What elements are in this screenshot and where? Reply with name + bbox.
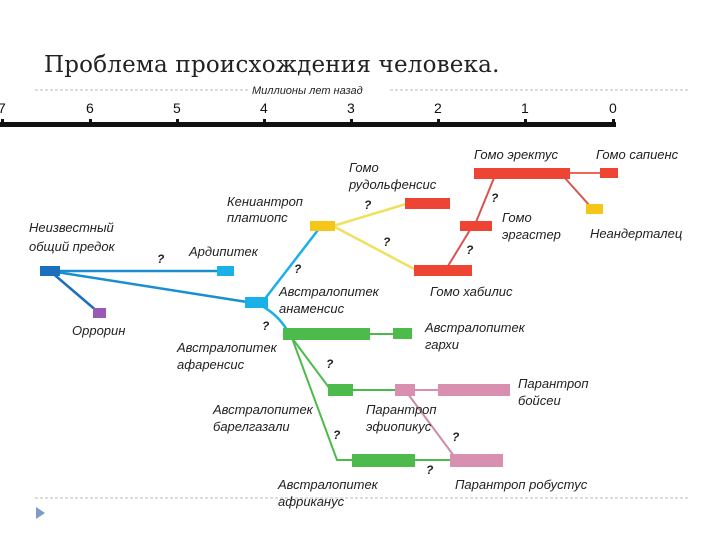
erectus-label: Гомо эректус	[474, 147, 559, 162]
robustus-label: Парантроп робустус	[455, 477, 588, 492]
rudolfensis-bar[interactable]	[405, 198, 450, 209]
ancestor-label: общий предок	[29, 239, 116, 254]
anamensis-bar[interactable]	[245, 297, 268, 308]
aethiopicus-label: эфиопикус	[366, 419, 432, 434]
kenyanthropus-label: Кениантроп	[227, 194, 303, 209]
slide-bullet-icon	[36, 507, 45, 519]
garhi-label: гархи	[425, 337, 459, 352]
afarensis-bar[interactable]	[283, 328, 370, 340]
uncertain-mark: ?	[364, 198, 372, 212]
boisei-bar[interactable]	[438, 384, 510, 396]
afarensis-label: афаренсис	[177, 357, 245, 372]
uncertain-mark: ?	[466, 243, 474, 257]
ergaster-bar[interactable]	[460, 221, 492, 231]
garhi-label: Австралопитек	[424, 320, 526, 335]
africanus-label: африканус	[278, 494, 345, 509]
aethiopicus-bar[interactable]	[395, 384, 415, 396]
africanus-bar[interactable]	[352, 454, 415, 467]
sapiens-bar[interactable]	[600, 168, 618, 178]
neanderthal-label: Неандерталец	[590, 226, 682, 241]
ancestor-label: Неизвестный	[29, 220, 114, 235]
axis-label: Миллионы лет назад	[252, 85, 363, 97]
uncertain-mark: ?	[326, 357, 334, 371]
uncertain-mark: ?	[491, 191, 499, 205]
kenyanthropus-label: платиопс	[227, 210, 288, 225]
slide-title: Проблема происхождения человека.	[44, 52, 500, 78]
uncertain-mark: ?	[452, 430, 460, 444]
boisei-label: Парантроп	[518, 376, 589, 391]
uncertain-mark: ?	[383, 235, 391, 249]
ardipithecus-bar[interactable]	[217, 266, 234, 276]
orrorin-bar[interactable]	[93, 308, 106, 318]
tick-label: 2	[434, 100, 442, 116]
uncertain-mark: ?	[157, 252, 165, 266]
tick-label: 6	[86, 100, 94, 116]
habilis-label: Гомо хабилис	[430, 284, 513, 299]
anamensis-label: анаменсис	[279, 301, 345, 316]
robustus-bar[interactable]	[450, 454, 503, 467]
time-axis: 7 6 5 4 3 2 1 0	[0, 100, 617, 127]
erectus-bar[interactable]	[474, 168, 570, 179]
rudolfensis-label: Гомо	[349, 160, 379, 175]
tick-label: 1	[521, 100, 529, 116]
ancestor-bar[interactable]	[40, 266, 60, 276]
ardipithecus-label: Ардипитек	[188, 244, 259, 259]
rudolfensis-label: рудольфенсис	[348, 177, 437, 192]
neanderthal-bar[interactable]	[586, 204, 603, 214]
habilis-bar[interactable]	[414, 265, 472, 276]
uncertain-mark: ?	[262, 319, 270, 333]
afarensis-label: Австралопитек	[176, 340, 278, 355]
tick-label: 0	[609, 100, 617, 116]
kenyanthropus-bar[interactable]	[310, 221, 335, 231]
ergaster-label: Гомо	[502, 210, 532, 225]
bahrelghazali-bar[interactable]	[328, 384, 353, 396]
uncertain-mark: ?	[294, 262, 302, 276]
anamensis-label: Австралопитек	[278, 284, 380, 299]
tick-label: 4	[260, 100, 268, 116]
axis-bar	[0, 122, 616, 127]
bahrelghazali-label: Австралопитек	[212, 402, 314, 417]
sapiens-label: Гомо сапиенс	[596, 147, 679, 162]
bahrelghazali-label: барелгазали	[213, 419, 290, 434]
africanus-label: Австралопитек	[277, 477, 379, 492]
uncertain-mark: ?	[333, 428, 341, 442]
tick-label: 7	[0, 100, 6, 116]
boisei-label: бойсеи	[518, 393, 561, 408]
tick-label: 3	[347, 100, 355, 116]
garhi-bar[interactable]	[393, 328, 412, 339]
orrorin-label: Оррорин	[72, 323, 125, 338]
uncertain-mark: ?	[426, 463, 434, 477]
aethiopicus-label: Парантроп	[366, 402, 437, 417]
ergaster-label: эргастер	[502, 227, 561, 242]
tick-label: 5	[173, 100, 181, 116]
